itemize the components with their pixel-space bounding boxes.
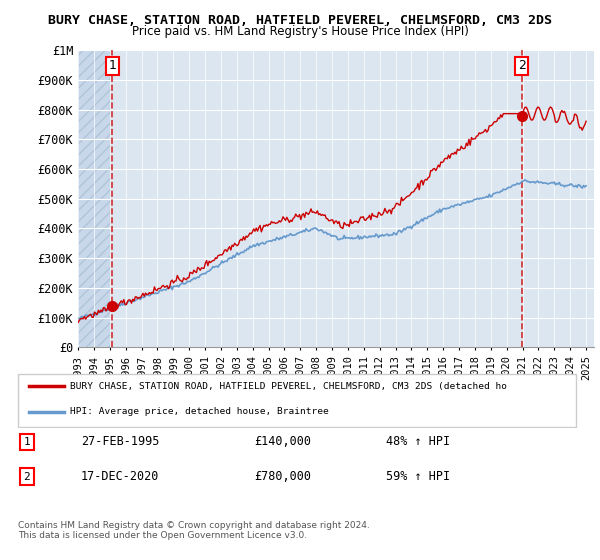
- Text: 1: 1: [23, 437, 30, 447]
- Text: BURY CHASE, STATION ROAD, HATFIELD PEVEREL, CHELMSFORD, CM3 2DS: BURY CHASE, STATION ROAD, HATFIELD PEVER…: [48, 14, 552, 27]
- Text: 2: 2: [518, 59, 526, 72]
- Bar: [78, 50, 110, 347]
- Text: 1: 1: [108, 59, 116, 72]
- Text: 27-FEB-1995: 27-FEB-1995: [81, 435, 160, 449]
- Text: 59% ↑ HPI: 59% ↑ HPI: [386, 470, 451, 483]
- FancyBboxPatch shape: [18, 374, 577, 427]
- Text: £140,000: £140,000: [254, 435, 311, 449]
- Text: Price paid vs. HM Land Registry's House Price Index (HPI): Price paid vs. HM Land Registry's House …: [131, 25, 469, 38]
- Text: Contains HM Land Registry data © Crown copyright and database right 2024.
This d: Contains HM Land Registry data © Crown c…: [18, 521, 370, 540]
- Text: 17-DEC-2020: 17-DEC-2020: [81, 470, 160, 483]
- Text: BURY CHASE, STATION ROAD, HATFIELD PEVEREL, CHELMSFORD, CM3 2DS (detached ho: BURY CHASE, STATION ROAD, HATFIELD PEVER…: [70, 382, 506, 391]
- Text: 2: 2: [23, 472, 30, 482]
- Text: £780,000: £780,000: [254, 470, 311, 483]
- Text: HPI: Average price, detached house, Braintree: HPI: Average price, detached house, Brai…: [70, 407, 328, 416]
- Text: 48% ↑ HPI: 48% ↑ HPI: [386, 435, 451, 449]
